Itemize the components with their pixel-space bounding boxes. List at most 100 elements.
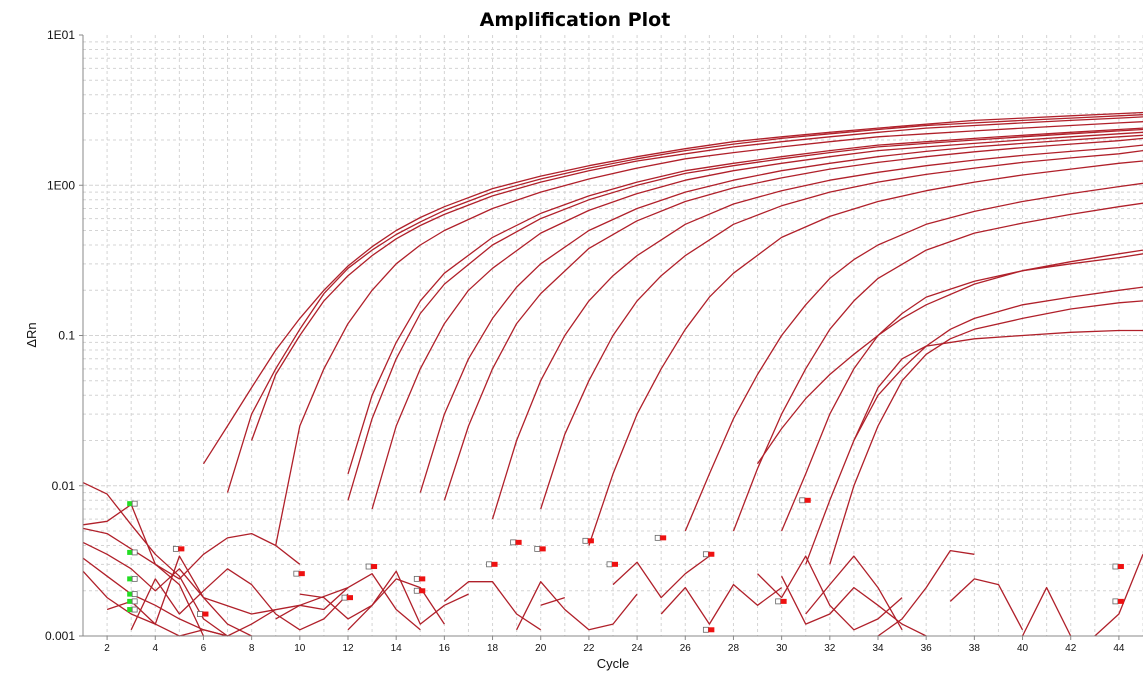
x-tick-label: 28	[728, 643, 740, 654]
baseline-end-marker-outline	[197, 611, 203, 617]
baseline-end-marker	[347, 595, 353, 601]
baseline-noise-line	[877, 549, 975, 637]
baseline-noise-line	[275, 573, 421, 631]
baseline-start-marker-outline	[131, 575, 138, 582]
x-tick-label: 36	[921, 643, 933, 654]
baseline-start-marker-outline	[131, 598, 138, 605]
baseline-end-marker	[539, 546, 546, 552]
baseline-noise-line	[612, 555, 710, 599]
baseline-end-marker	[1117, 564, 1124, 570]
baseline-end-marker	[419, 576, 426, 582]
baseline-start-marker	[127, 591, 133, 597]
baseline-noise-line	[82, 482, 228, 637]
amplification-curve	[732, 202, 1143, 532]
baseline-start-marker-outline	[131, 591, 138, 598]
y-tick-label: 0.01	[52, 479, 76, 493]
amplification-curve	[226, 114, 1143, 493]
baseline-end-marker-outline	[534, 545, 541, 552]
x-tick-label: 20	[535, 643, 547, 654]
baseline-noise-line	[347, 570, 469, 631]
x-tick-label: 12	[342, 643, 354, 654]
baseline-end-marker-outline	[413, 575, 420, 582]
x-tick-label: 42	[1065, 643, 1077, 654]
amplification-curve	[250, 116, 1143, 441]
x-tick-label: 38	[969, 643, 981, 654]
baseline-end-marker-outline	[1112, 598, 1119, 605]
baseline-noise-line	[805, 555, 903, 631]
baseline-noise-line	[540, 596, 565, 606]
x-tick-label: 24	[632, 643, 644, 654]
amplification-curve	[371, 131, 1143, 510]
baseline-noise-line	[1021, 586, 1072, 637]
x-tick-label: 10	[294, 643, 306, 654]
amplification-curve	[805, 329, 1143, 565]
baseline-noise-line	[516, 581, 638, 631]
y-tick-label: 0.1	[58, 329, 75, 343]
baseline-end-marker-outline	[799, 497, 806, 504]
baseline-end-marker-outline	[341, 594, 348, 601]
amplification-curve	[347, 128, 1143, 501]
baseline-end-marker	[780, 598, 787, 604]
baseline-end-marker	[804, 497, 811, 503]
baseline-end-marker-outline	[293, 570, 300, 577]
y-tick-label: 1E01	[47, 28, 75, 42]
baseline-end-marker	[708, 627, 715, 633]
amplification-curve	[829, 300, 1143, 565]
baseline-start-marker	[127, 576, 133, 582]
amplification-curve	[491, 144, 1143, 520]
amplification-curve	[756, 249, 1143, 465]
amplification-curve	[588, 160, 1143, 546]
x-tick-label: 32	[824, 643, 836, 654]
amplification-curve	[275, 121, 1143, 546]
amplification-curve	[347, 127, 1143, 475]
baseline-end-marker-outline	[1112, 563, 1119, 570]
x-tick-label: 14	[391, 643, 403, 654]
baseline-end-marker-outline	[413, 587, 420, 594]
amplification-curve	[853, 286, 1143, 441]
y-tick-label: 0.001	[45, 629, 75, 643]
baseline-end-marker-outline	[486, 561, 492, 568]
baseline-end-marker	[660, 535, 667, 541]
baseline-noise-line	[443, 581, 542, 631]
amplification-curve	[684, 182, 1143, 532]
baseline-noise-line	[660, 583, 782, 625]
baseline-end-marker	[708, 551, 715, 557]
x-tick-label: 16	[439, 643, 451, 654]
x-tick-label: 18	[487, 643, 499, 654]
amplification-curve	[202, 111, 1143, 465]
x-tick-label: 22	[583, 643, 595, 654]
y-tick-label: 1E00	[47, 178, 75, 192]
y-axis-label: ΔRn	[24, 322, 39, 347]
baseline-end-marker	[587, 538, 594, 544]
baseline-end-marker-outline	[606, 561, 613, 568]
x-tick-label: 26	[680, 643, 692, 654]
baseline-end-marker-outline	[702, 626, 709, 633]
baseline-end-marker	[371, 564, 378, 570]
baseline-noise-line	[82, 527, 301, 580]
chart-title: Amplification Plot	[480, 9, 671, 31]
baseline-end-marker	[515, 539, 522, 545]
baseline-noise-line	[82, 557, 277, 637]
baseline-end-marker	[419, 588, 426, 594]
x-axis-label: Cycle	[597, 656, 630, 671]
baseline-noise-line	[1094, 554, 1143, 637]
grid	[82, 35, 1143, 637]
x-tick-label: 40	[1017, 643, 1029, 654]
baseline-end-marker-outline	[172, 545, 179, 552]
baseline-end-marker-outline	[510, 539, 517, 546]
amplification-curve	[540, 149, 1143, 510]
baseline-start-marker	[127, 549, 133, 555]
baseline-end-marker	[202, 611, 209, 617]
baseline-start-marker-outline	[131, 549, 138, 556]
baseline-start-marker	[127, 598, 133, 604]
baseline-noise-line	[130, 568, 349, 631]
baseline-start-marker	[127, 607, 133, 613]
baseline-end-marker	[491, 561, 498, 567]
baseline-start-marker-outline	[131, 606, 138, 613]
baseline-end-marker	[612, 561, 618, 567]
baseline-end-marker-outline	[365, 563, 372, 570]
baseline-noise-line	[757, 555, 903, 631]
